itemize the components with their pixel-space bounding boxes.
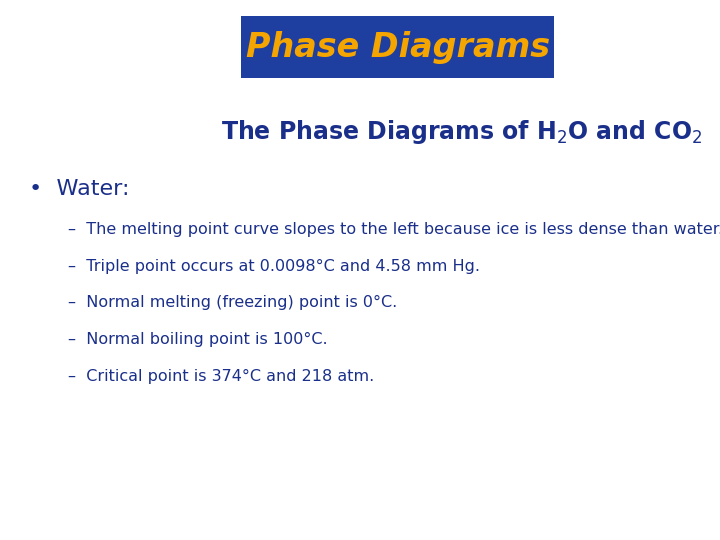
Text: Phase Diagrams: Phase Diagrams <box>246 31 550 64</box>
Text: •  Water:: • Water: <box>29 179 130 199</box>
Text: The Phase Diagrams of H$_2$O and CO$_2$: The Phase Diagrams of H$_2$O and CO$_2$ <box>220 118 702 146</box>
Text: –  Normal melting (freezing) point is 0°C.: – Normal melting (freezing) point is 0°C… <box>68 295 397 310</box>
Text: –  Normal boiling point is 100°C.: – Normal boiling point is 100°C. <box>68 332 328 347</box>
Bar <box>241 16 554 78</box>
Text: –  The melting point curve slopes to the left because ice is less dense than wat: – The melting point curve slopes to the … <box>68 222 720 237</box>
Text: –  Triple point occurs at 0.0098°C and 4.58 mm Hg.: – Triple point occurs at 0.0098°C and 4.… <box>68 259 480 274</box>
Text: –  Critical point is 374°C and 218 atm.: – Critical point is 374°C and 218 atm. <box>68 369 374 384</box>
